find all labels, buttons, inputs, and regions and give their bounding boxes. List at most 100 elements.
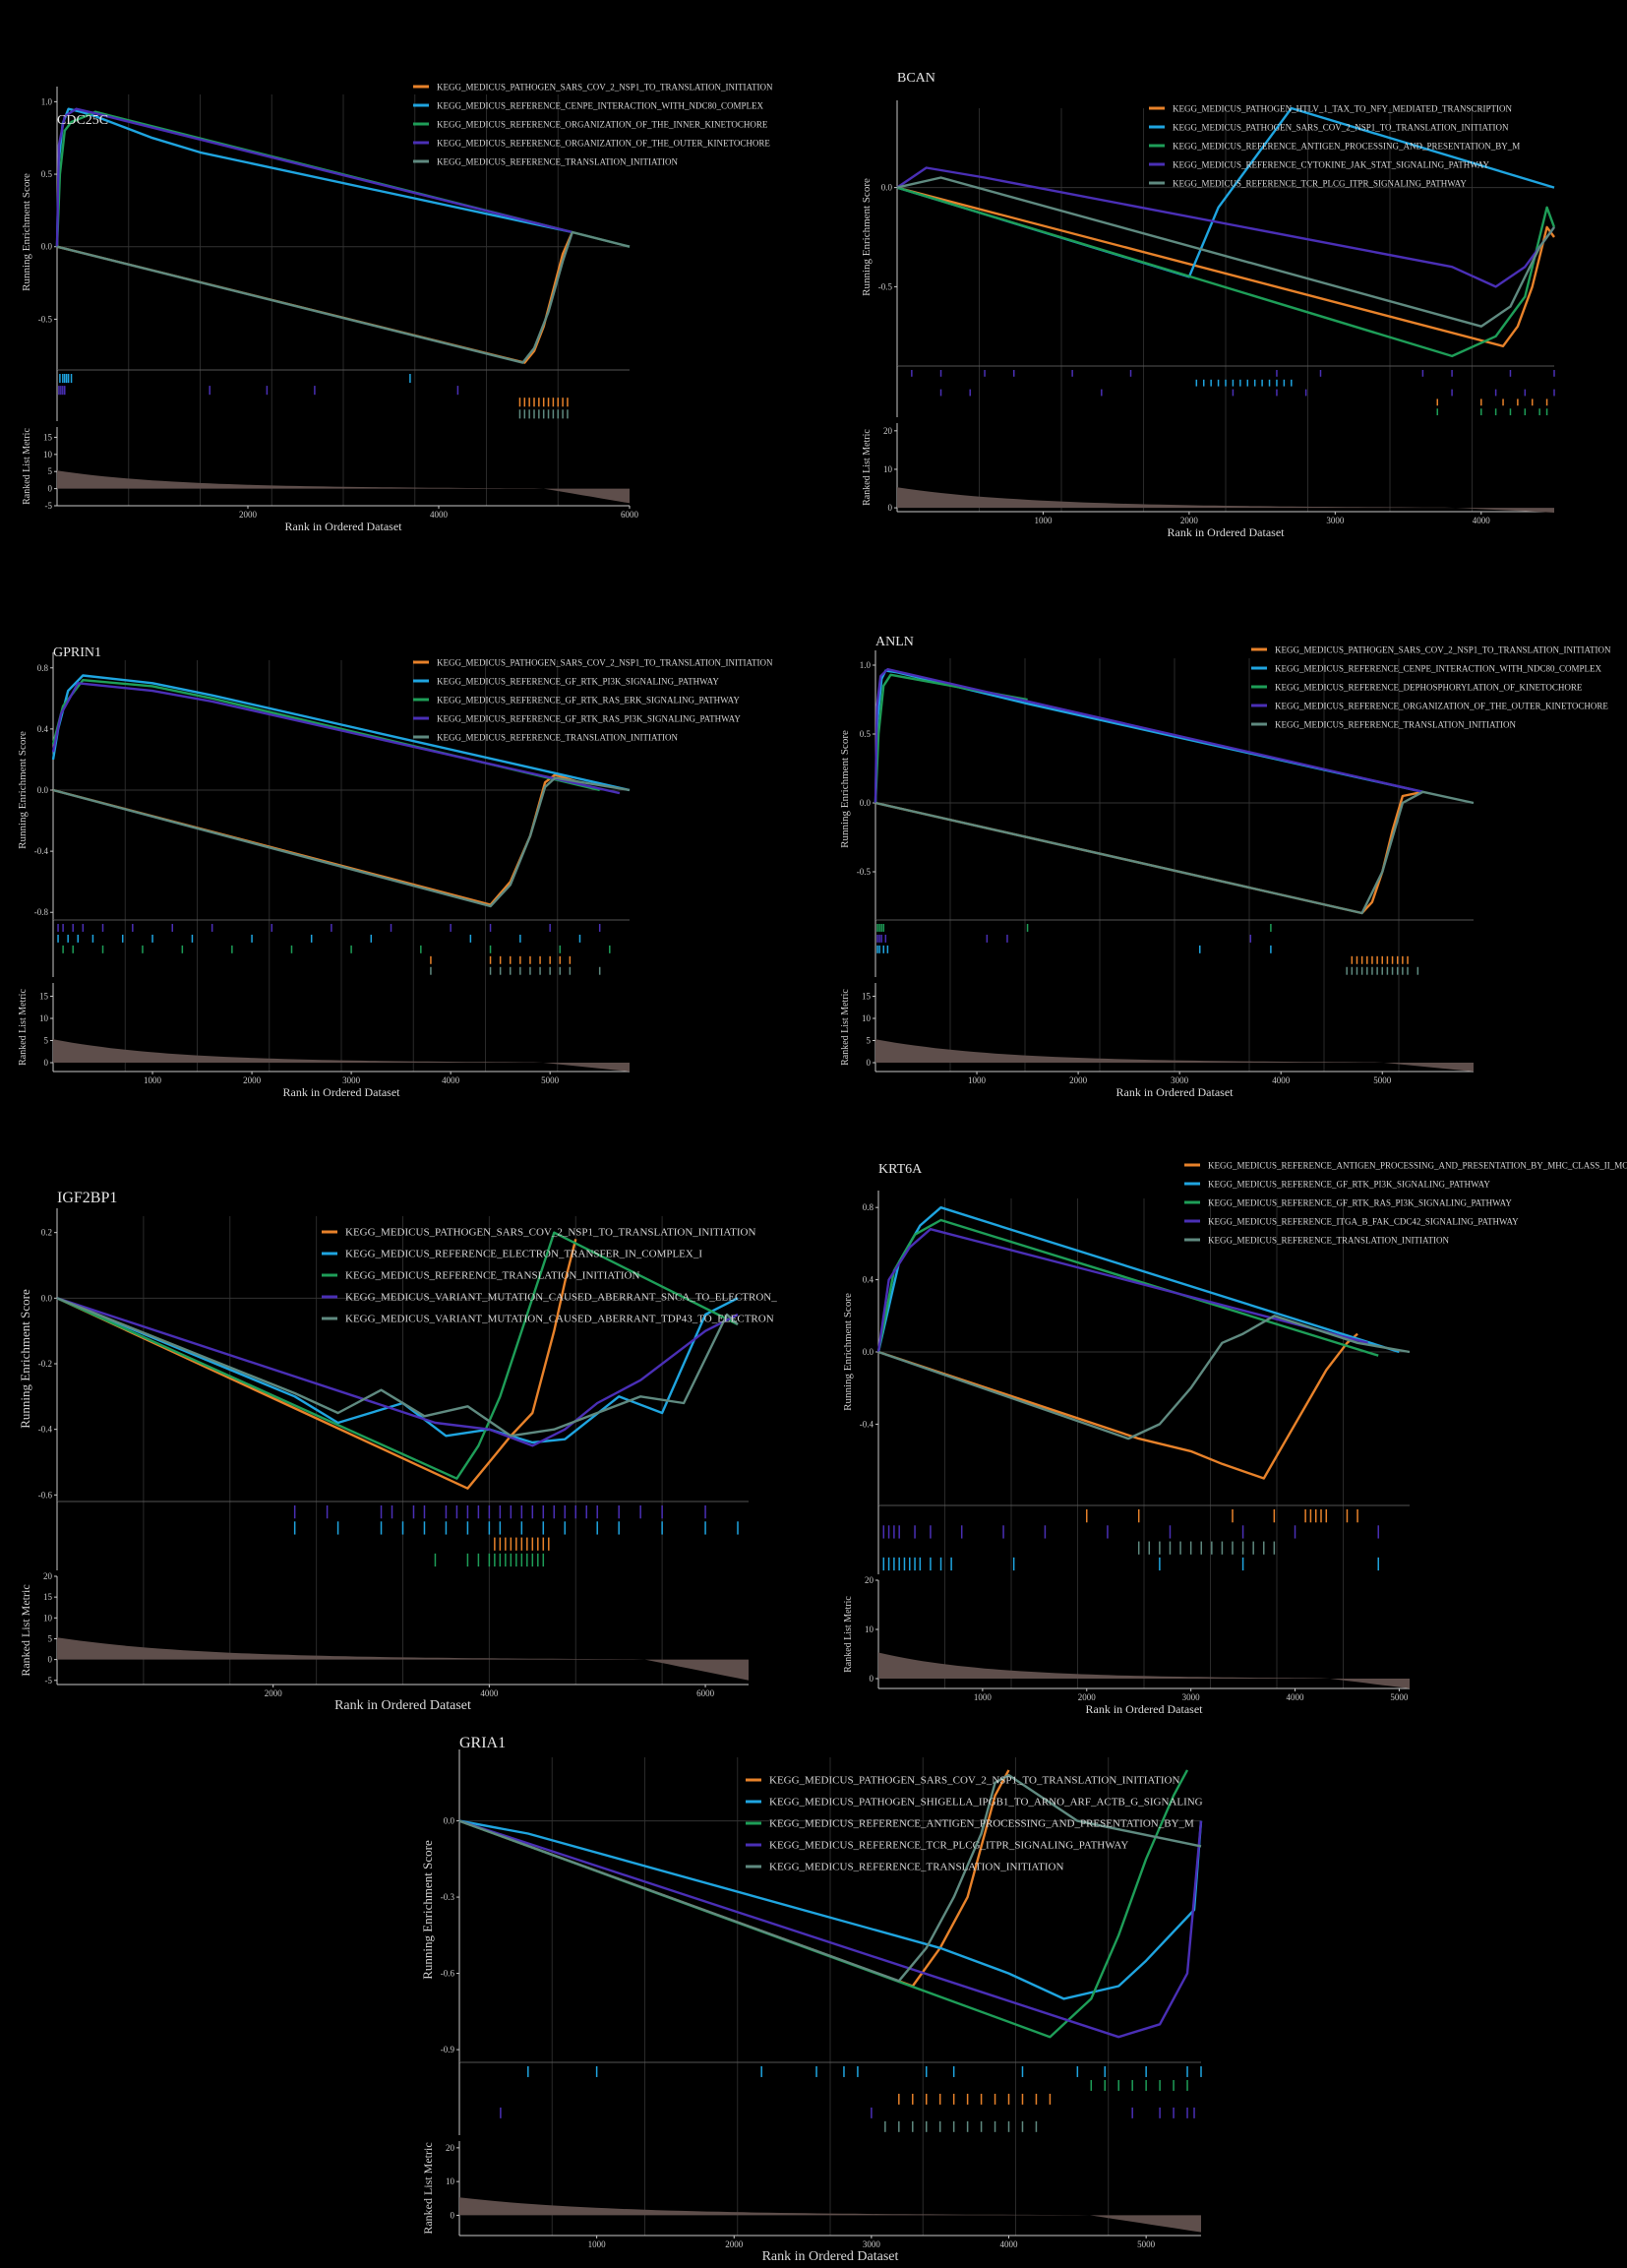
es-line-series-5 — [458, 1773, 1202, 1983]
metric-tick-label: 10 — [865, 1624, 874, 1634]
es-y-label: Running Enrichment Score — [420, 1840, 435, 1980]
legend-label: KEGG_MEDICUS_REFERENCE_GF_RTK_PI3K_SIGNA… — [1208, 1180, 1490, 1190]
es-y-label: Running Enrichment Score — [18, 1289, 32, 1429]
y-tick-label: 0.0 — [41, 1293, 53, 1303]
y-tick-label: 0.2 — [41, 1228, 52, 1238]
x-label: Rank in Ordered Dataset — [1168, 525, 1286, 539]
legend-label: KEGG_MEDICUS_REFERENCE_ITGA_B_FAK_CDC42_… — [1208, 1217, 1519, 1227]
metric-tick-label: 5 — [48, 466, 53, 476]
panel-title: IGF2BP1 — [57, 1190, 117, 1206]
metric-tick-label: 0 — [44, 1058, 49, 1068]
y-tick-label: 0.5 — [860, 729, 872, 739]
x-label: Rank in Ordered Dataset — [283, 1085, 401, 1099]
y-tick-label: -0.4 — [34, 846, 49, 856]
metric-tick-label: 0 — [888, 503, 893, 513]
legend-label: KEGG_MEDICUS_REFERENCE_GF_RTK_RAS_ERK_SI… — [437, 696, 740, 705]
y-tick-label: -0.5 — [878, 281, 893, 291]
legend-label: KEGG_MEDICUS_REFERENCE_TCR_PLCG_ITPR_SIG… — [769, 1840, 1128, 1852]
x-tick-label: 4000 — [1272, 1075, 1291, 1085]
legend-label: KEGG_MEDICUS_REFERENCE_CENPE_INTERACTION… — [437, 101, 763, 111]
legend-label: KEGG_MEDICUS_REFERENCE_ANTIGEN_PROCESSIN… — [1173, 142, 1520, 152]
es-line-series-1 — [56, 231, 573, 364]
legend-label: KEGG_MEDICUS_REFERENCE_TRANSLATION_INITI… — [769, 1862, 1063, 1873]
y-tick-label: 0.5 — [41, 169, 53, 179]
panel-title: BCAN — [897, 71, 935, 86]
es-line-series-2 — [458, 1819, 1203, 2000]
legend-label: KEGG_MEDICUS_REFERENCE_ANTIGEN_PROCESSIN… — [769, 1818, 1194, 1830]
ranked-metric-area — [57, 470, 630, 504]
x-tick-label: 3000 — [1171, 1075, 1189, 1085]
metric-tick-label: 0 — [870, 1674, 874, 1684]
es-line-series-1 — [874, 790, 1423, 915]
x-label: Rank in Ordered Dataset — [1116, 1085, 1235, 1099]
y-tick-label: -0.8 — [34, 907, 49, 917]
y-tick-label: -0.6 — [441, 1969, 455, 1979]
y-tick-label: 0.0 — [41, 242, 53, 252]
legend-label: KEGG_MEDICUS_REFERENCE_TCR_PLCG_ITPR_SIG… — [1173, 179, 1467, 189]
legend-label: KEGG_MEDICUS_REFERENCE_TRANSLATION_INITI… — [1208, 1236, 1449, 1246]
metric-tick-label: 0 — [451, 2210, 455, 2220]
x-tick-label: 6000 — [621, 510, 639, 520]
legend-label: KEGG_MEDICUS_PATHOGEN_SARS_COV_2_NSP1_TO… — [769, 1775, 1179, 1787]
metric-y-label: Ranked List Metric — [840, 989, 851, 1066]
es-line-series-5 — [877, 1315, 1411, 1440]
metric-tick-label: -5 — [45, 1676, 53, 1686]
es-line-series-5 — [896, 176, 1555, 328]
es-line-series-5 — [874, 790, 1475, 915]
y-tick-label: -0.4 — [38, 1425, 53, 1435]
y-tick-label: -0.4 — [860, 1419, 874, 1429]
es-line-series-4 — [55, 107, 573, 247]
x-tick-label: 3000 — [1182, 1692, 1201, 1702]
metric-tick-label: 5 — [867, 1036, 872, 1046]
x-tick-label: 4000 — [442, 1075, 460, 1085]
metric-y-label: Ranked List Metric — [421, 2142, 435, 2234]
es-line-series-1 — [896, 186, 1555, 347]
x-tick-label: 4000 — [430, 510, 449, 520]
es-line-series-3 — [55, 110, 631, 248]
x-tick-label: 2000 — [1078, 1692, 1097, 1702]
legend-label: KEGG_MEDICUS_REFERENCE_GF_RTK_RAS_PI3K_S… — [437, 714, 741, 724]
y-tick-label: 0.0 — [860, 798, 872, 808]
metric-y-label: Ranked List Metric — [862, 429, 873, 506]
gsea-panel-krt6a: 0.8 0.4 0.0 -0.4 20 10 0 1000 2000 3000 4000 5000 KR… — [842, 1161, 1627, 1717]
legend: KEGG_MEDICUS_PATHOGEN_SARS_COV_2_NSP1_TO… — [413, 658, 773, 743]
legend-label: KEGG_MEDICUS_REFERENCE_ELECTRON_TRANSFER… — [345, 1249, 702, 1260]
metric-tick-label: 0 — [48, 1655, 53, 1665]
metric-y-label: Ranked List Metric — [18, 989, 29, 1066]
es-line-series-5 — [52, 776, 631, 908]
es-line-series-4 — [56, 1297, 739, 1447]
x-tick-label: 2000 — [239, 510, 258, 520]
legend-label: KEGG_MEDICUS_REFERENCE_GF_RTK_PI3K_SIGNA… — [437, 677, 719, 687]
y-tick-label: 0.8 — [37, 663, 49, 673]
x-tick-label: 2000 — [265, 1688, 283, 1698]
metric-tick-label: -5 — [45, 501, 53, 511]
x-tick-label: 5000 — [1390, 1692, 1409, 1702]
metric-tick-label: 10 — [39, 1013, 49, 1023]
legend-label: KEGG_MEDICUS_PATHOGEN_HTLV_1_TAX_TO_NFY_… — [1173, 104, 1512, 114]
es-line-series-3 — [876, 1218, 1379, 1357]
y-tick-label: 0.8 — [863, 1202, 874, 1212]
es-y-label: Running Enrichment Score — [861, 178, 873, 296]
es-line-series-3 — [874, 673, 1028, 804]
x-tick-label: 3000 — [342, 1075, 361, 1085]
gsea-panel-bcan: 0.0 -0.5 20 10 0 1000 2000 3000 4000 BCAN Running … — [861, 71, 1556, 539]
panel-title: GRIA1 — [459, 1735, 506, 1751]
es-line-series-4 — [876, 1227, 1368, 1353]
legend-label: KEGG_MEDICUS_REFERENCE_CENPE_INTERACTION… — [1275, 664, 1601, 674]
y-tick-label: -0.5 — [38, 314, 53, 324]
metric-tick-label: 10 — [862, 1013, 872, 1023]
ranked-metric-area — [459, 2197, 1201, 2233]
metric-tick-label: 0 — [867, 1058, 872, 1068]
metric-tick-label: 10 — [446, 2176, 455, 2186]
metric-tick-label: 10 — [43, 1613, 53, 1623]
y-tick-label: 0.4 — [37, 724, 49, 734]
metric-tick-label: 20 — [446, 2143, 455, 2153]
x-tick-label: 4000 — [1000, 2239, 1019, 2249]
x-tick-label: 5000 — [541, 1075, 560, 1085]
legend-label: KEGG_MEDICUS_REFERENCE_TRANSLATION_INITI… — [437, 733, 678, 743]
x-label: Rank in Ordered Dataset — [1086, 1702, 1204, 1716]
legend-label: KEGG_MEDICUS_PATHOGEN_SARS_COV_2_NSP1_TO… — [1173, 123, 1509, 133]
x-tick-label: 2000 — [1180, 516, 1199, 525]
legend-label: KEGG_MEDICUS_REFERENCE_ORGANIZATION_OF_T… — [437, 139, 770, 149]
